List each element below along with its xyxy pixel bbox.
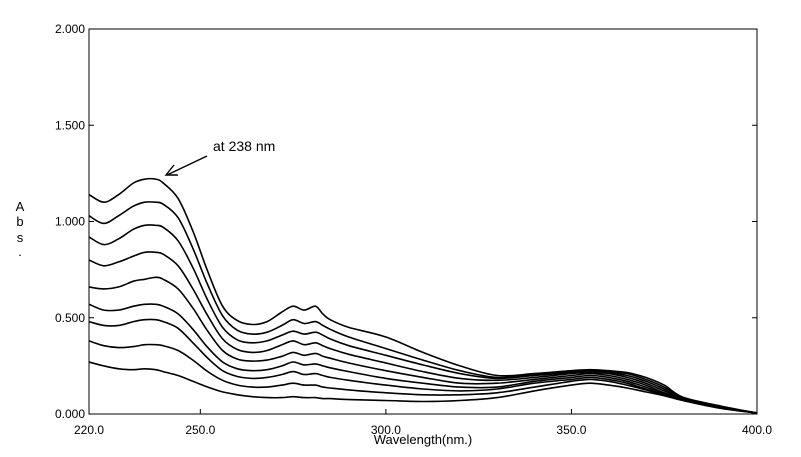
y-tick-label: 2.000 bbox=[55, 22, 85, 36]
spectrum-line-5 bbox=[88, 276, 758, 414]
x-tick-label: 350.0 bbox=[556, 423, 586, 437]
annotation-arrowhead bbox=[164, 164, 178, 176]
x-axis-title: Wavelength(nm.) bbox=[374, 432, 473, 447]
y-tick-label: 0.000 bbox=[55, 407, 85, 421]
x-tick-label: 250.0 bbox=[185, 423, 215, 437]
spectrum-line-4 bbox=[88, 303, 758, 414]
axis-ticks: 220.0 250.0 300.0 350.0 400.0 0.000 0.500 1.000… bbox=[55, 22, 772, 437]
y-axis-title: A b s . bbox=[16, 199, 25, 259]
y-axis-letter-dot: . bbox=[18, 244, 22, 259]
spectrum-line-7 bbox=[88, 224, 758, 414]
y-tick-label: 1.000 bbox=[55, 215, 85, 229]
spectrum-line-2 bbox=[88, 340, 758, 414]
annotation-label: at 238 nm bbox=[213, 138, 275, 154]
y-axis-letter-s: s bbox=[17, 230, 24, 245]
y-tick-label: 1.500 bbox=[55, 118, 85, 132]
annotation: at 238 nm bbox=[164, 138, 275, 176]
spectrum-line-8 bbox=[88, 201, 758, 414]
x-tick-label: 400.0 bbox=[742, 423, 772, 437]
y-axis-letter-a: A bbox=[16, 199, 25, 214]
spectrum-line-9 bbox=[88, 177, 758, 414]
x-tick-label: 300.0 bbox=[371, 423, 401, 437]
y-tick-label: 0.500 bbox=[55, 311, 85, 325]
spectrum-line-6 bbox=[88, 251, 758, 414]
annotation-arrow bbox=[166, 155, 208, 176]
spectrum-line-3 bbox=[88, 318, 758, 414]
y-axis-letter-b: b bbox=[16, 214, 23, 229]
spectrum-line-1 bbox=[88, 361, 758, 414]
spectral-curves bbox=[88, 177, 758, 414]
x-tick-label: 220.0 bbox=[74, 423, 104, 437]
